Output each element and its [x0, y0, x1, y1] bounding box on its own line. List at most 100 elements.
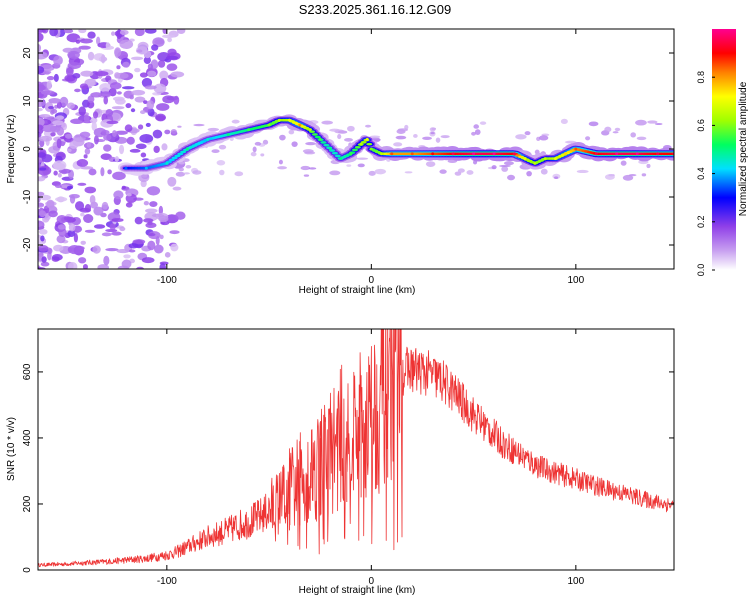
noise-blob — [141, 77, 153, 88]
noise-blob — [183, 172, 190, 175]
noise-blob — [84, 148, 91, 155]
noise-blob — [344, 138, 353, 142]
noise-blob — [515, 134, 527, 140]
ridge-point — [410, 152, 414, 156]
noise-blob — [554, 176, 559, 179]
snr-ytick-label: 200 — [22, 495, 33, 512]
noise-blob — [78, 29, 87, 34]
ridge-segment — [366, 142, 373, 146]
noise-blob — [158, 215, 169, 223]
noise-blob — [49, 29, 59, 37]
ridge-segment — [174, 154, 181, 158]
ridge-point — [247, 128, 251, 132]
noise-blob — [139, 72, 148, 78]
noise-blob — [83, 154, 88, 159]
ridge-segment — [323, 143, 330, 147]
noise-blob — [140, 110, 146, 115]
noise-blob — [38, 165, 52, 176]
noise-blob — [48, 97, 61, 104]
noise-blob — [53, 55, 63, 66]
noise-blob — [38, 176, 46, 182]
noise-blob — [38, 32, 44, 42]
ridge-point — [615, 152, 619, 156]
noise-blob — [41, 124, 55, 133]
noise-blob — [51, 108, 58, 114]
noise-blob — [145, 122, 151, 127]
noise-blob — [88, 168, 97, 176]
spectrogram-ridge — [117, 114, 674, 176]
noise-blob — [151, 44, 159, 51]
ridge-point — [543, 157, 547, 161]
noise-blob — [38, 210, 46, 218]
noise-blob — [40, 235, 45, 242]
noise-blob — [139, 133, 154, 143]
noise-blob — [101, 232, 112, 237]
noise-blob — [144, 85, 157, 90]
noise-blob — [38, 245, 49, 252]
noise-blob — [134, 96, 146, 103]
noise-blob — [101, 201, 109, 210]
noise-blob — [329, 170, 341, 176]
ridge-point — [277, 118, 281, 122]
colorbar-tick-label: 0.6 — [696, 119, 706, 132]
noise-blob — [116, 249, 130, 254]
noise-blob — [457, 168, 465, 173]
noise-blob — [479, 121, 487, 125]
noise-blob — [76, 159, 89, 167]
noise-blob — [79, 83, 89, 90]
noise-blob — [231, 119, 240, 124]
noise-blob — [89, 80, 96, 87]
noise-blob — [641, 173, 647, 177]
noise-blob — [111, 106, 125, 110]
noise-blob — [99, 82, 112, 93]
noise-blob — [48, 210, 58, 218]
noise-blob — [404, 171, 413, 174]
noise-blob — [66, 67, 74, 77]
noise-blob — [308, 167, 317, 170]
noise-blob — [38, 107, 43, 112]
noise-blob — [413, 134, 418, 138]
noise-blob — [111, 231, 122, 236]
noise-blob — [83, 214, 94, 223]
ridge-point — [267, 123, 271, 127]
noise-blob — [137, 41, 149, 51]
noise-blob — [635, 119, 647, 126]
noise-blob — [54, 184, 62, 189]
noise-blob — [105, 109, 114, 117]
ridge-point — [365, 137, 369, 141]
noise-blob — [193, 123, 205, 127]
noise-blob — [63, 216, 72, 221]
noise-blob — [175, 211, 186, 220]
noise-blob — [175, 171, 186, 177]
noise-blob — [87, 31, 96, 39]
ridge-segment — [331, 151, 338, 155]
spectrogram-ytick-label: 20 — [22, 47, 33, 59]
noise-blob — [646, 163, 651, 169]
noise-blob — [604, 174, 615, 180]
noise-blob — [38, 222, 43, 227]
ridge-point — [308, 128, 312, 132]
ridge-segment — [320, 141, 327, 144]
ridge-point — [144, 166, 148, 170]
noise-blob — [167, 48, 177, 56]
ridge-point — [390, 152, 394, 156]
noise-blob — [119, 39, 134, 49]
noise-blob — [106, 120, 119, 125]
noise-blob — [126, 193, 132, 197]
noise-blob — [337, 134, 342, 140]
snr-marks — [38, 329, 674, 568]
noise-blob — [161, 143, 168, 151]
noise-blob — [107, 169, 112, 175]
snr-ytick-label: 0 — [22, 567, 33, 573]
noise-blob — [347, 125, 355, 132]
noise-blob — [50, 132, 56, 137]
noise-blob — [588, 121, 599, 127]
noise-blob — [38, 202, 45, 208]
noise-blob — [39, 194, 52, 201]
noise-blob — [75, 39, 81, 44]
noise-blob — [146, 100, 155, 110]
noise-blob — [121, 259, 132, 269]
noise-blob — [39, 167, 47, 171]
noise-blob — [159, 70, 169, 80]
